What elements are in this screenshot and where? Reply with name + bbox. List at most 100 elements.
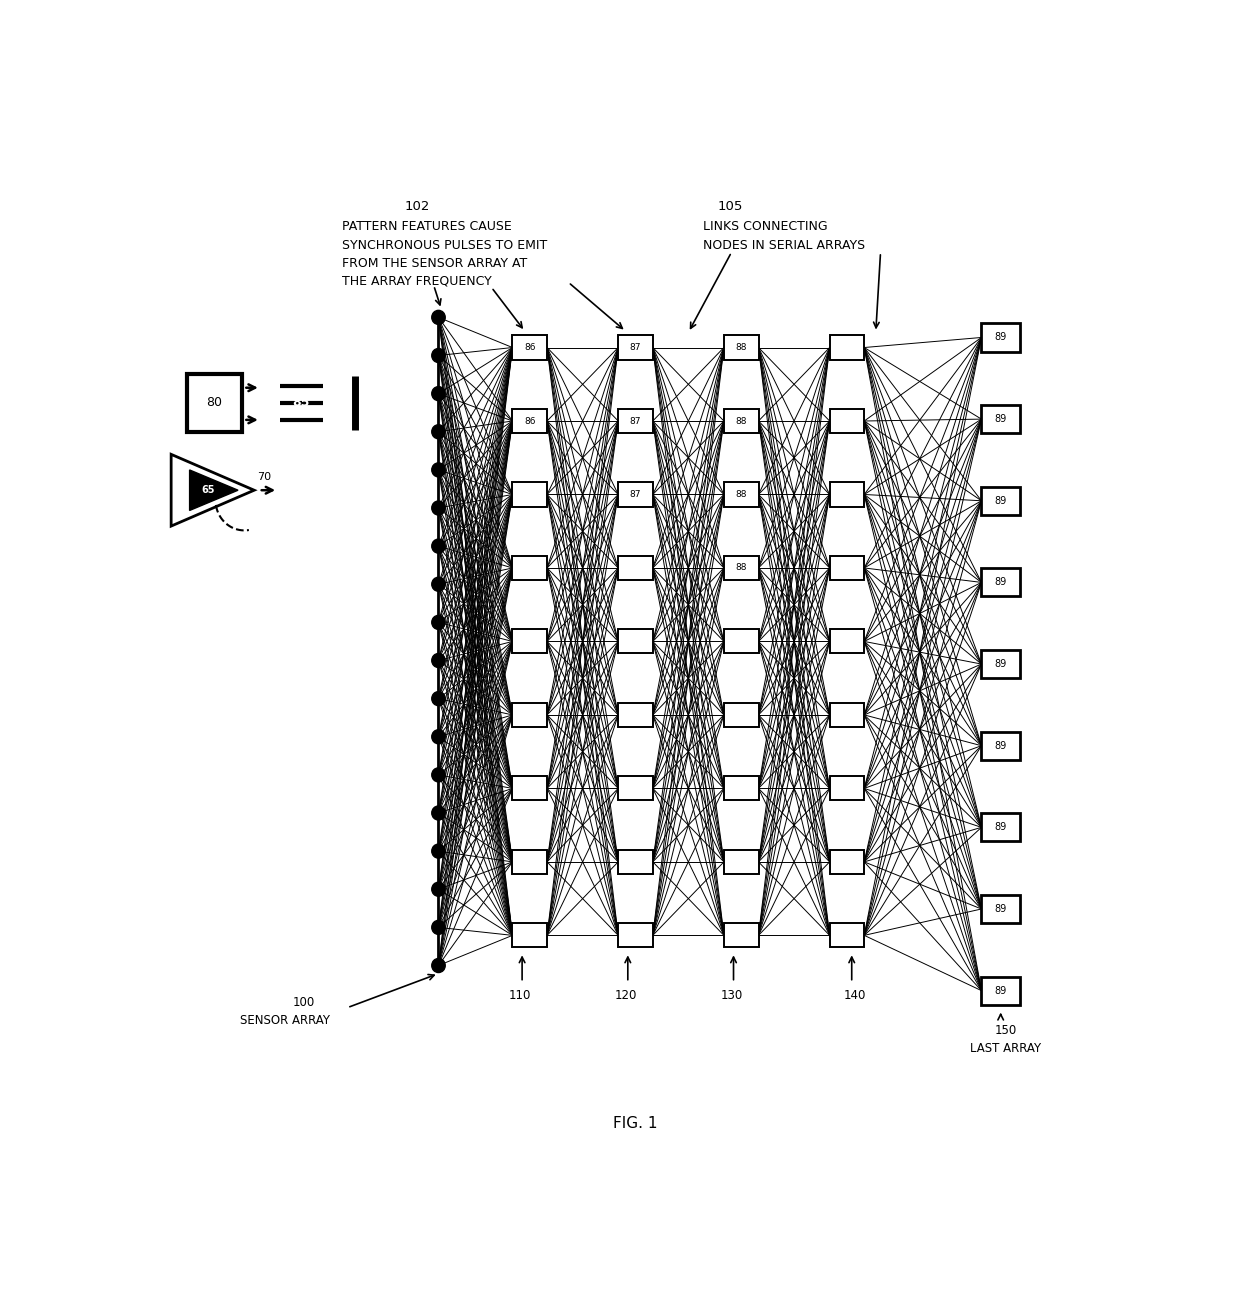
Text: 86: 86	[525, 416, 536, 425]
Text: SYNCHRONOUS PULSES TO EMIT: SYNCHRONOUS PULSES TO EMIT	[342, 239, 548, 252]
Text: 130: 130	[720, 989, 743, 1002]
Circle shape	[432, 692, 445, 706]
Circle shape	[432, 311, 445, 325]
FancyBboxPatch shape	[724, 850, 759, 874]
FancyBboxPatch shape	[619, 335, 652, 360]
FancyBboxPatch shape	[830, 703, 864, 727]
Text: LAST ARRAY: LAST ARRAY	[970, 1043, 1042, 1056]
Text: 89: 89	[994, 333, 1007, 342]
FancyBboxPatch shape	[830, 629, 864, 654]
Circle shape	[432, 348, 445, 363]
Circle shape	[432, 616, 445, 629]
Circle shape	[432, 463, 445, 476]
FancyBboxPatch shape	[724, 483, 759, 506]
FancyBboxPatch shape	[830, 335, 864, 360]
Text: SENSOR ARRAY: SENSOR ARRAY	[239, 1014, 330, 1027]
FancyBboxPatch shape	[982, 324, 1019, 351]
Circle shape	[432, 767, 445, 782]
Text: 140: 140	[843, 989, 866, 1002]
FancyBboxPatch shape	[512, 556, 547, 579]
FancyBboxPatch shape	[512, 924, 547, 947]
Circle shape	[432, 577, 445, 591]
Text: NODES IN SERIAL ARRAYS: NODES IN SERIAL ARRAYS	[703, 239, 864, 252]
Text: 150: 150	[994, 1024, 1017, 1037]
Text: 86: 86	[525, 343, 536, 352]
Text: 88: 88	[735, 564, 746, 573]
Text: 100: 100	[293, 996, 315, 1009]
FancyBboxPatch shape	[982, 813, 1019, 842]
Circle shape	[432, 386, 445, 401]
FancyBboxPatch shape	[830, 850, 864, 874]
Circle shape	[432, 501, 445, 515]
Circle shape	[432, 882, 445, 897]
Circle shape	[432, 729, 445, 744]
FancyBboxPatch shape	[512, 629, 547, 654]
FancyBboxPatch shape	[830, 924, 864, 947]
Text: 105: 105	[717, 201, 743, 213]
Text: 88: 88	[735, 489, 746, 499]
Text: 87: 87	[630, 416, 641, 425]
Text: 89: 89	[994, 496, 1007, 506]
Circle shape	[432, 806, 445, 820]
FancyBboxPatch shape	[830, 408, 864, 433]
Text: 89: 89	[994, 659, 1007, 669]
FancyBboxPatch shape	[724, 408, 759, 433]
FancyBboxPatch shape	[830, 776, 864, 800]
Text: 88: 88	[735, 416, 746, 425]
Text: 85: 85	[293, 397, 310, 410]
Circle shape	[432, 654, 445, 668]
Text: 89: 89	[994, 904, 1007, 913]
FancyBboxPatch shape	[724, 335, 759, 360]
Polygon shape	[190, 470, 238, 510]
FancyBboxPatch shape	[619, 924, 652, 947]
FancyBboxPatch shape	[512, 850, 547, 874]
Circle shape	[432, 844, 445, 859]
Text: 89: 89	[994, 741, 1007, 750]
FancyBboxPatch shape	[619, 556, 652, 579]
Text: 80: 80	[207, 397, 223, 410]
Text: 110: 110	[508, 989, 532, 1002]
Text: PATTERN FEATURES CAUSE: PATTERN FEATURES CAUSE	[342, 221, 512, 234]
Circle shape	[432, 958, 445, 972]
FancyBboxPatch shape	[982, 569, 1019, 596]
FancyBboxPatch shape	[619, 483, 652, 506]
FancyBboxPatch shape	[724, 703, 759, 727]
FancyBboxPatch shape	[512, 408, 547, 433]
Circle shape	[432, 920, 445, 934]
FancyBboxPatch shape	[512, 703, 547, 727]
FancyBboxPatch shape	[724, 629, 759, 654]
FancyBboxPatch shape	[982, 976, 1019, 1005]
FancyBboxPatch shape	[187, 373, 243, 432]
FancyBboxPatch shape	[512, 483, 547, 506]
Text: 88: 88	[735, 343, 746, 352]
FancyBboxPatch shape	[982, 650, 1019, 679]
FancyBboxPatch shape	[724, 776, 759, 800]
FancyBboxPatch shape	[830, 556, 864, 579]
FancyBboxPatch shape	[982, 405, 1019, 433]
FancyBboxPatch shape	[830, 483, 864, 506]
FancyBboxPatch shape	[724, 924, 759, 947]
Text: FIG. 1: FIG. 1	[614, 1116, 657, 1130]
Text: 89: 89	[994, 985, 1007, 996]
Text: 70: 70	[258, 472, 272, 482]
Text: 87: 87	[630, 489, 641, 499]
Text: 65: 65	[201, 485, 215, 495]
Text: 89: 89	[994, 414, 1007, 424]
Text: 89: 89	[994, 577, 1007, 587]
FancyBboxPatch shape	[512, 776, 547, 800]
Circle shape	[432, 424, 445, 438]
FancyBboxPatch shape	[982, 895, 1019, 923]
Text: 120: 120	[615, 989, 637, 1002]
Text: 87: 87	[630, 343, 641, 352]
FancyBboxPatch shape	[619, 776, 652, 800]
FancyBboxPatch shape	[619, 703, 652, 727]
Text: 89: 89	[994, 822, 1007, 833]
FancyBboxPatch shape	[619, 850, 652, 874]
FancyBboxPatch shape	[724, 556, 759, 579]
FancyBboxPatch shape	[619, 629, 652, 654]
FancyBboxPatch shape	[619, 408, 652, 433]
FancyBboxPatch shape	[512, 335, 547, 360]
Text: LINKS CONNECTING: LINKS CONNECTING	[703, 221, 827, 234]
Text: THE ARRAY FREQUENCY: THE ARRAY FREQUENCY	[342, 274, 492, 287]
Text: FROM THE SENSOR ARRAY AT: FROM THE SENSOR ARRAY AT	[342, 257, 528, 270]
